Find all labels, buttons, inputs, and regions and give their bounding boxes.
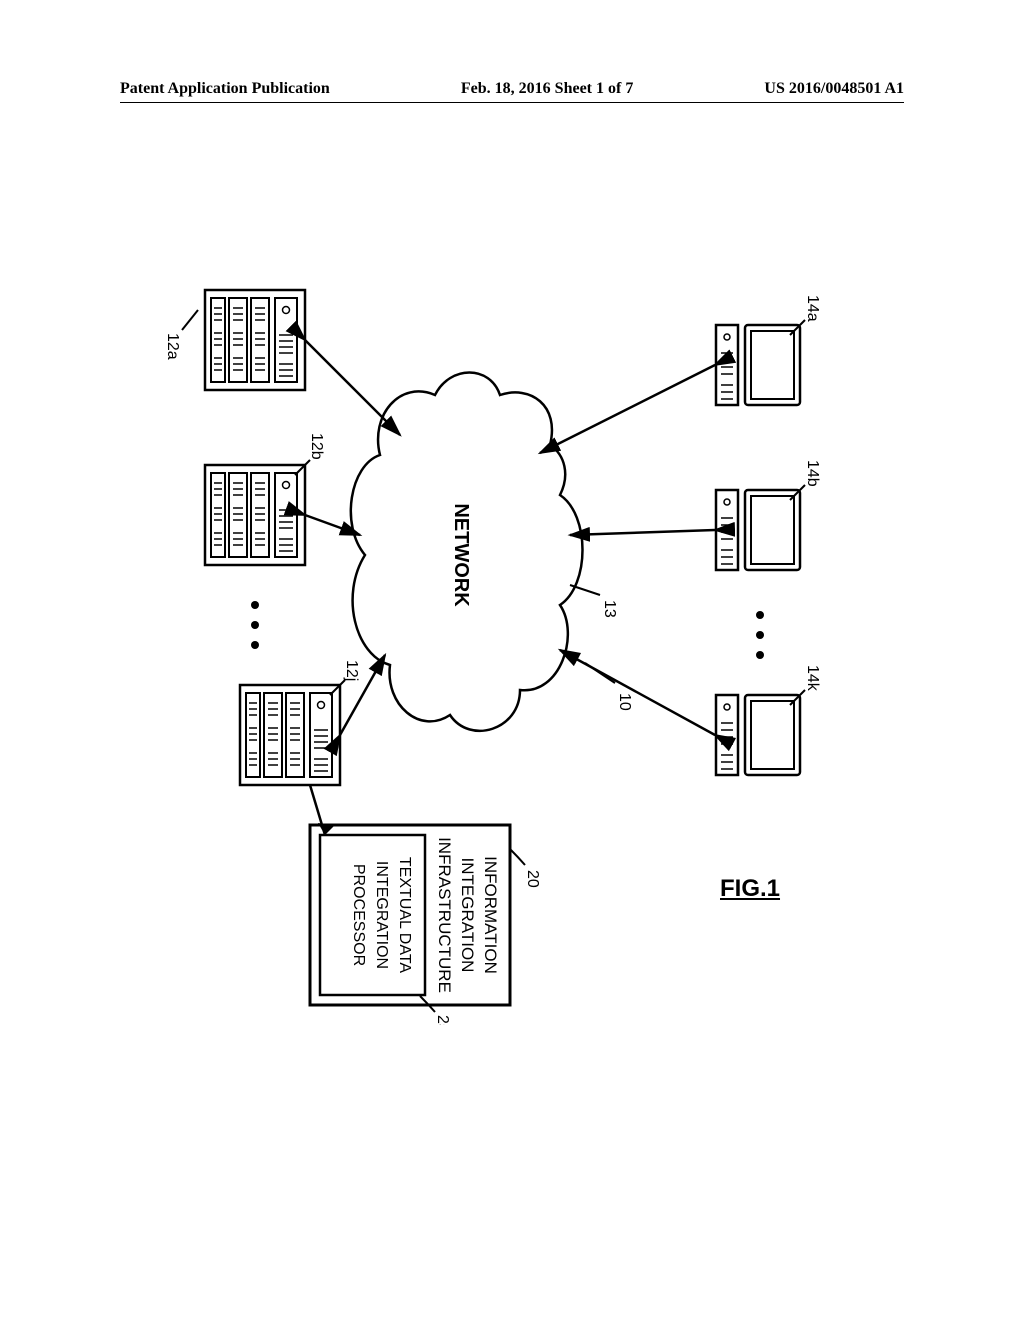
header-center: Feb. 18, 2016 Sheet 1 of 7 [461,80,633,98]
client-14a [716,325,800,405]
network-diagram-svg: NETWORK 10 13 [140,235,880,1025]
svg-text:14b: 14b [804,460,821,487]
server-12j [240,685,340,785]
link-14b [570,530,715,535]
figure-canvas: NETWORK 10 13 [140,235,880,1025]
client-14k-ref: 14k [790,665,821,705]
network-ref: 13 [570,585,618,618]
infra-ref-20: 20 [510,849,541,888]
header-right: US 2016/0048501 A1 [764,80,904,98]
client-14b [716,490,800,570]
link-14k [560,650,715,735]
client-14b-ref: 14b [790,460,821,500]
svg-text:PROCESSOR: PROCESSOR [350,864,367,966]
svg-text:12a: 12a [164,333,181,360]
svg-text:25: 25 [434,1015,451,1025]
server-12b [205,465,305,565]
svg-text:12b: 12b [308,433,325,460]
client-ellipsis [756,611,764,659]
link-14a [540,365,715,453]
svg-text:14a: 14a [804,295,821,322]
page-header: Patent Application Publication Feb. 18, … [120,80,904,103]
svg-text:INTEGRATION: INTEGRATION [458,858,477,973]
svg-text:INFRASTRUCTURE: INFRASTRUCTURE [435,837,454,993]
svg-text:10: 10 [616,693,633,711]
client-14a-ref: 14a [790,295,821,335]
svg-text:INTEGRATION: INTEGRATION [373,861,390,969]
server-12a [205,290,305,390]
svg-text:13: 13 [601,600,618,618]
svg-text:12j: 12j [343,660,360,681]
client-14k [716,695,800,775]
network-label: NETWORK [450,503,472,607]
header-left: Patent Application Publication [120,80,330,98]
svg-text:INFORMATION: INFORMATION [481,856,500,974]
svg-text:20: 20 [524,870,541,888]
figure-1: FIG.1 NETWORK 10 13 [140,235,880,1025]
infra-box: INFORMATION INTEGRATION INFRASTRUCTURE T… [310,825,510,1005]
server-12a-ref: 12a [164,310,198,360]
link-12a [305,340,400,435]
network-cloud: NETWORK [351,373,583,731]
server-ellipsis [251,601,259,649]
server-12j-ref: 12j [330,660,360,695]
svg-text:14k: 14k [804,665,821,692]
svg-text:TEXTUAL DATA: TEXTUAL DATA [396,857,413,973]
